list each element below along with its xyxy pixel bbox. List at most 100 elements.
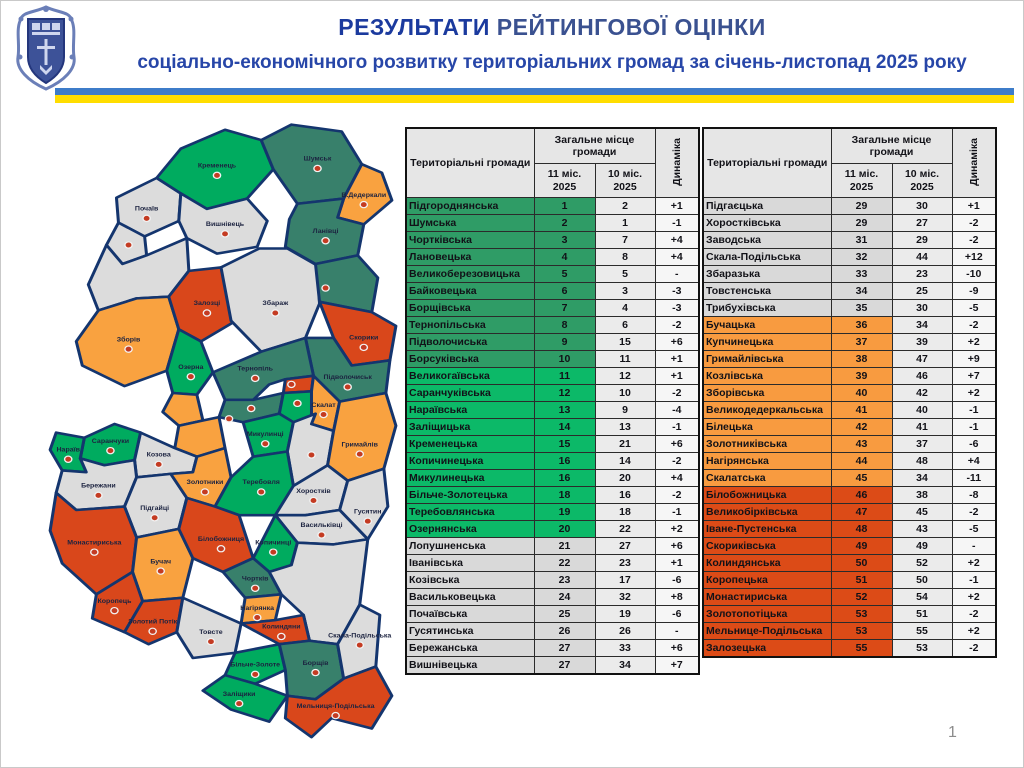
hromada-shapes xyxy=(48,123,398,739)
dynamics-cell: -1 xyxy=(951,571,997,589)
settlement-dot xyxy=(124,241,133,249)
community-name-cell: Тернопільська xyxy=(405,316,535,334)
community-name-cell: Озернянська xyxy=(405,520,535,538)
slide-title-block: РЕЗУЛЬТАТИ РЕЙТИНГОВОЇ ОЦІНКИ соціально-… xyxy=(90,14,1014,74)
map-label: Тернопіль xyxy=(237,365,273,372)
column-header-overall-place: Загальне місце громади xyxy=(533,127,656,164)
rank-10m-cell: 27 xyxy=(594,537,656,555)
rank-11m-cell: 7 xyxy=(533,299,596,317)
rank-10m-cell: 17 xyxy=(594,571,656,589)
table-row: Байковецька 6 3 -3 xyxy=(405,282,700,300)
dynamics-cell: +9 xyxy=(951,350,997,368)
oblast-coat-of-arms-logo xyxy=(16,5,76,91)
rank-10m-cell: 12 xyxy=(594,367,656,385)
rank-11m-cell: 11 xyxy=(533,367,596,385)
rank-11m-cell: 9 xyxy=(533,333,596,351)
table-row: Скалатська 45 34 -11 xyxy=(702,469,997,487)
rank-11m-cell: 53 xyxy=(830,605,893,623)
rank-10m-cell: 14 xyxy=(594,452,656,470)
community-name-cell: Васильковецька xyxy=(405,588,535,606)
dynamics-cell: +7 xyxy=(951,367,997,385)
map-label: В.Дедеркали xyxy=(341,192,386,198)
community-name-cell: Купчинецька xyxy=(702,333,832,351)
table-row: Великогаївська 11 12 +1 xyxy=(405,367,700,385)
rank-11m-cell: 1 xyxy=(533,197,596,215)
rank-10m-cell: 47 xyxy=(891,350,953,368)
settlement-dot xyxy=(106,446,115,455)
rank-11m-cell: 21 xyxy=(533,537,596,555)
dynamics-cell: +2 xyxy=(951,622,997,640)
rank-10m-cell: 54 xyxy=(891,588,953,606)
settlement-dot xyxy=(268,548,278,556)
table-row: Козлівська 39 46 +7 xyxy=(702,367,997,385)
community-name-cell: Нараївська xyxy=(405,401,535,419)
rank-11m-cell: 45 xyxy=(830,469,893,487)
rank-10m-cell: 10 xyxy=(594,384,656,402)
map-label: Васильківці xyxy=(301,522,343,529)
rank-10m-cell: 16 xyxy=(594,486,656,504)
hromada-shape xyxy=(177,496,255,574)
dynamics-cell: +2 xyxy=(654,520,700,538)
community-name-cell: Підволочиська xyxy=(405,333,535,351)
dynamics-cell: -11 xyxy=(951,469,997,487)
rank-10m-cell: 45 xyxy=(891,503,953,521)
community-name-cell: Саранчуківська xyxy=(405,384,535,402)
rank-11m-cell: 48 xyxy=(830,520,893,538)
community-name-cell: Лопушненська xyxy=(405,537,535,555)
table-row: Золотопотіцька 53 51 -2 xyxy=(702,605,997,623)
rank-11m-cell: 36 xyxy=(830,316,893,334)
table-row: Микулинецька 16 20 +4 xyxy=(405,469,700,487)
dynamics-cell: +1 xyxy=(654,197,700,215)
rank-11m-cell: 42 xyxy=(830,418,893,436)
community-name-cell: Гусятинська xyxy=(405,622,535,640)
rank-10m-cell: 20 xyxy=(594,469,656,487)
settlement-dot xyxy=(154,460,164,469)
rank-11m-cell: 13 xyxy=(533,401,596,419)
table-row: Підволочиська 9 15 +6 xyxy=(405,333,700,351)
table-row: Зборівська 40 42 +2 xyxy=(702,384,997,402)
settlement-dot xyxy=(224,415,234,423)
settlement-dot xyxy=(293,399,302,408)
settlement-dot xyxy=(321,237,330,245)
settlement-dot xyxy=(270,309,280,317)
settlement-dot xyxy=(142,214,151,223)
hromada-shape xyxy=(175,596,243,660)
map-label: Чортків xyxy=(242,575,269,582)
column-header-11m: 11 міс. 2025 xyxy=(830,163,893,198)
settlement-dot xyxy=(212,171,222,180)
rank-11m-cell: 16 xyxy=(533,452,596,470)
dynamics-cell: -5 xyxy=(951,520,997,538)
map-label: Копичинці xyxy=(255,539,291,546)
dynamics-cell: -2 xyxy=(951,503,997,521)
table-row: Іванівська 22 23 +1 xyxy=(405,554,700,572)
map-label: Гусятин xyxy=(354,509,381,515)
community-name-cell: Великобірківська xyxy=(702,503,832,521)
community-name-cell: Збаразька xyxy=(702,265,832,283)
community-name-cell: Більче-Золотецька xyxy=(405,486,535,504)
table-row: Золотниківська 43 37 -6 xyxy=(702,435,997,453)
rank-11m-cell: 46 xyxy=(830,486,893,504)
rank-10m-cell: 30 xyxy=(891,197,953,215)
rank-10m-cell: 46 xyxy=(891,367,953,385)
dynamics-cell: -1 xyxy=(951,418,997,436)
table-row: Гусятинська 26 26 - xyxy=(405,622,700,640)
dynamics-cell: +6 xyxy=(654,333,700,351)
community-name-cell: Скала-Подільська xyxy=(702,248,832,266)
table-row: Заліщицька 14 13 -1 xyxy=(405,418,700,436)
settlement-dot xyxy=(355,641,365,649)
map-label: Коропець xyxy=(97,598,131,604)
dynamics-cell: -2 xyxy=(951,639,997,658)
map-label: Золотий Потік xyxy=(128,618,178,625)
settlement-dot xyxy=(319,410,328,419)
community-name-cell: Скалатська xyxy=(702,469,832,487)
table-row: Підгороднянська 1 2 +1 xyxy=(405,197,700,215)
community-name-cell: Великодедеркальська xyxy=(702,401,832,419)
community-name-cell: Козівська xyxy=(405,571,535,589)
settlement-dot xyxy=(313,164,322,173)
flag-stripe-blue xyxy=(55,88,1014,95)
map-label: Колиндяни xyxy=(262,624,301,630)
settlement-dot xyxy=(220,230,230,238)
dynamics-cell: +2 xyxy=(951,554,997,572)
map-label: Шумськ xyxy=(304,156,332,162)
settlement-dot xyxy=(343,383,352,391)
